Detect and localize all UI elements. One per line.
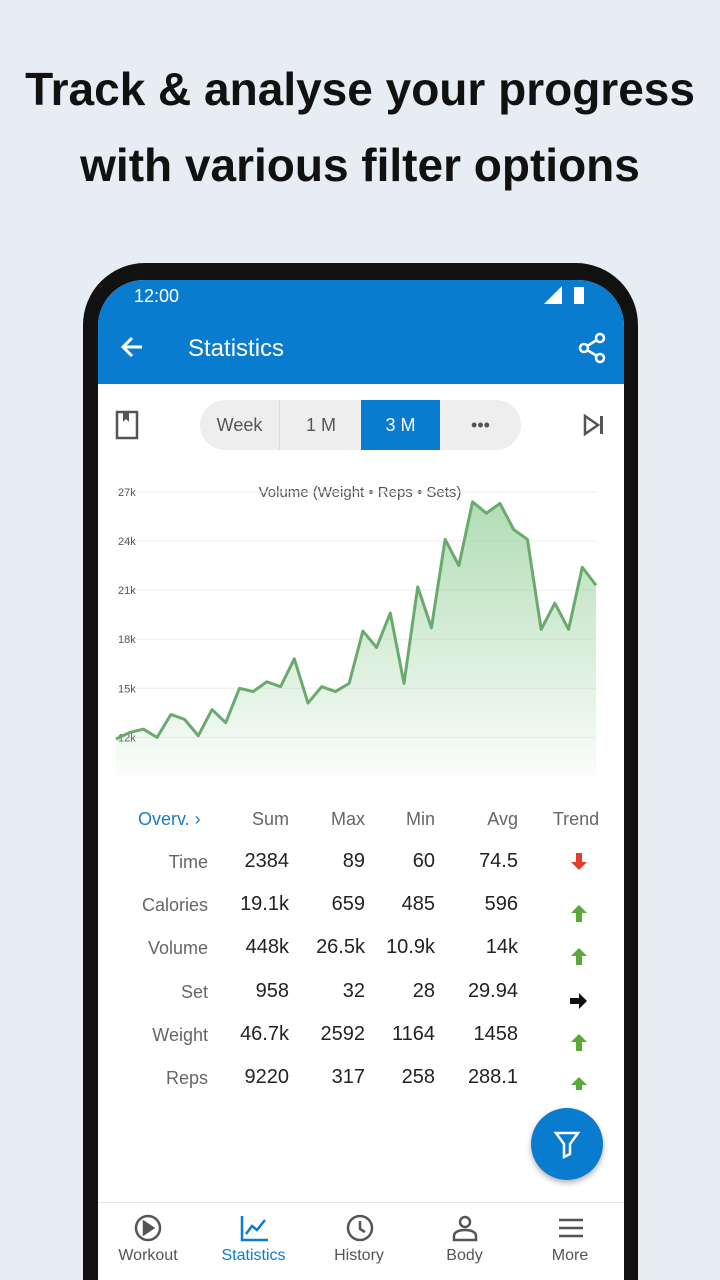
row-label: Volume (147, 938, 208, 959)
period-tabs: Week 1 M 3 M ••• (200, 400, 521, 450)
cell-value: 10.9k (386, 936, 435, 959)
nav-item[interactable]: Statistics (221, 1247, 286, 1264)
cell-value: 28 (412, 979, 435, 1002)
column-header: Trend (552, 809, 600, 829)
back-button[interactable] (118, 332, 148, 362)
row-label: Set (180, 981, 208, 1002)
y-tick-label: 27k (118, 487, 136, 499)
nav-item[interactable]: History (334, 1247, 384, 1264)
cell-value: 60 (412, 850, 435, 872)
cell-value: 659 (331, 893, 365, 916)
y-tick-label: 21k (118, 585, 136, 597)
screen: 12:00 Statistics Week 1 M 3 M ••• Volume… (98, 280, 624, 1280)
row-label: Calories (141, 895, 208, 916)
share-button[interactable] (578, 332, 608, 364)
row-label: Reps (165, 1068, 208, 1088)
overview-label: Overv. (138, 809, 190, 829)
tab[interactable]: Week (216, 415, 263, 435)
cell-value: 14k (485, 936, 518, 959)
overview-link[interactable]: Overv. › (138, 809, 201, 829)
headline: Track & analyse your progress (25, 63, 695, 115)
filter-button[interactable] (531, 1108, 603, 1180)
cell-value: 958 (255, 979, 289, 1002)
cell-value: 1164 (391, 1022, 435, 1045)
column-header: Avg (487, 809, 518, 829)
y-tick-label: 15k (118, 683, 136, 695)
cell-value: 596 (484, 893, 518, 916)
tab[interactable]: 3 M (361, 400, 440, 450)
cell-value: 317 (331, 1066, 365, 1088)
headline: with various filter options (80, 139, 640, 191)
cell-value: 288.1 (467, 1066, 518, 1088)
skip-end-button[interactable] (582, 413, 606, 437)
column-header: Sum (251, 809, 289, 829)
tab[interactable]: 1 M (279, 400, 362, 450)
nav-item[interactable]: Body (446, 1247, 483, 1264)
status-time: 12:00 (134, 286, 180, 306)
cell-value: 2384 (244, 850, 290, 872)
nav-item[interactable]: Workout (118, 1247, 178, 1264)
app-title: Statistics (188, 335, 285, 362)
row-label: Weight (152, 1024, 208, 1045)
column-header: Max (330, 809, 365, 829)
divider (98, 1202, 624, 1203)
cell-value: 485 (401, 893, 435, 916)
cell-value: 29.94 (467, 979, 518, 1002)
cell-value: 448k (245, 936, 289, 959)
nav-item[interactable]: More (551, 1247, 589, 1264)
y-tick-label: 24k (118, 536, 136, 548)
cell-value: 1458 (473, 1022, 519, 1045)
column-header: Min (405, 809, 435, 829)
cell-value: 9220 (244, 1066, 290, 1088)
app-bar (98, 280, 624, 384)
cell-value: 258 (401, 1066, 435, 1088)
cell-value: 19.1k (240, 893, 289, 916)
cell-value: 74.5 (479, 850, 518, 872)
filter-icon (553, 1131, 581, 1160)
nav-icons (134, 1214, 583, 1242)
cell-value: 26.5k (316, 936, 365, 959)
area (116, 501, 596, 775)
tab[interactable]: ••• (471, 415, 490, 435)
y-tick-label: 18k (118, 634, 136, 646)
cell-value: 46.7k (240, 1022, 289, 1045)
row-label: Time (168, 852, 208, 872)
cell-value: 2592 (320, 1022, 366, 1045)
chart: Volume (Weight • Reps • Sets) 12k15k18k2… (115, 484, 598, 775)
status-icons (544, 286, 584, 304)
cell-value: 89 (342, 850, 365, 872)
line (115, 500, 598, 741)
cell-value: 32 (342, 979, 365, 1002)
trend-icons (570, 853, 587, 1090)
bookmark-button[interactable] (114, 410, 140, 440)
